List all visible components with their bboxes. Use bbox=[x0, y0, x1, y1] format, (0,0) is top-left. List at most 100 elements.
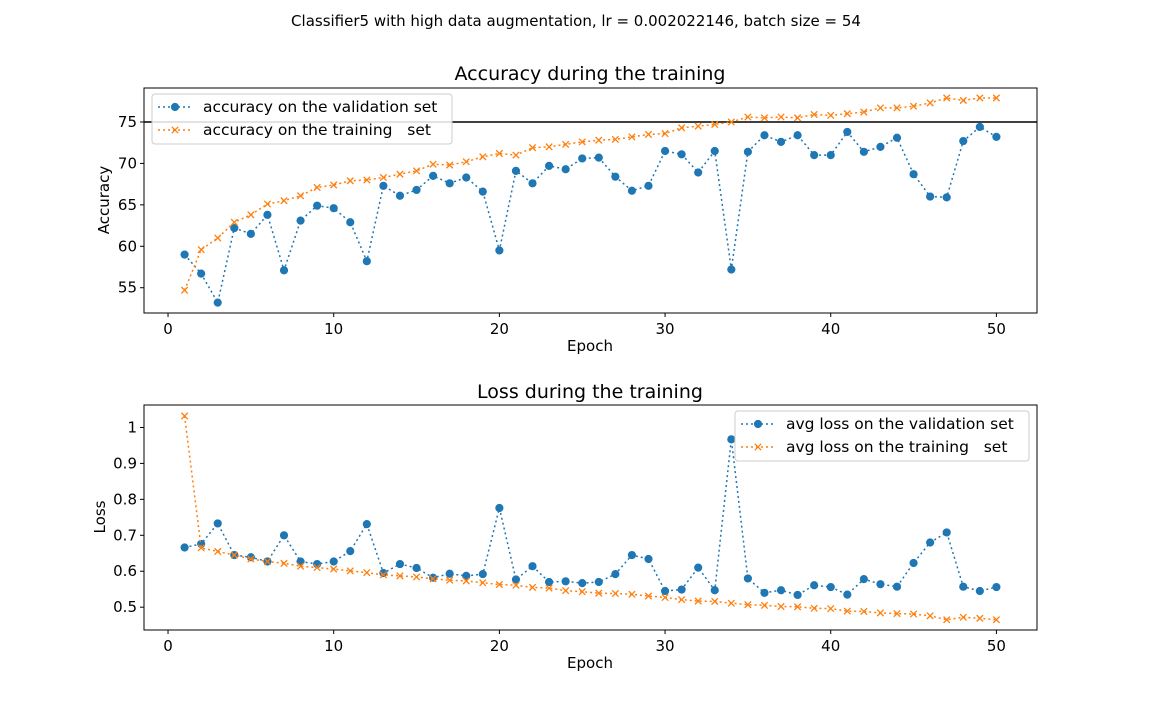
accuracy-legend-marker-validation bbox=[170, 102, 180, 112]
loss-training-point bbox=[429, 575, 437, 583]
loss-training-point bbox=[959, 613, 967, 621]
accuracy-training-point bbox=[197, 245, 205, 254]
accuracy-y-tick-label: 70 bbox=[118, 154, 137, 172]
accuracy-training-point bbox=[412, 167, 421, 175]
loss-training-point bbox=[396, 572, 404, 580]
loss-validation-point bbox=[296, 557, 305, 566]
loss-x-tick-label: 40 bbox=[821, 637, 840, 655]
accuracy-y-tick-label: 65 bbox=[118, 196, 137, 214]
loss-training-point bbox=[479, 579, 487, 587]
loss-training-point bbox=[512, 581, 520, 589]
loss-training-point bbox=[793, 603, 802, 611]
accuracy-validation-point bbox=[395, 191, 405, 200]
loss-validation-point bbox=[279, 531, 289, 540]
accuracy-validation-point bbox=[793, 131, 802, 140]
loss-validation-point bbox=[710, 586, 719, 595]
accuracy-training-point bbox=[346, 177, 354, 185]
accuracy-training-point bbox=[628, 133, 636, 141]
loss-y-tick-label: 0.5 bbox=[113, 598, 137, 616]
accuracy-training-point bbox=[876, 104, 885, 112]
loss-legend-marker-validation bbox=[753, 419, 763, 429]
loss-legend: avg loss on the validation set avg loss o… bbox=[734, 410, 1030, 462]
accuracy-validation-point bbox=[942, 193, 951, 202]
accuracy-chart: Accuracy during the training Epoch Accur… bbox=[95, 63, 1038, 355]
accuracy-legend-label-training: accuracy on the training set bbox=[203, 121, 431, 139]
accuracy-validation-point bbox=[710, 146, 719, 156]
accuracy-validation-point bbox=[859, 147, 868, 156]
loss-training-point bbox=[313, 563, 321, 572]
accuracy-training-point bbox=[330, 181, 338, 189]
accuracy-training-point bbox=[793, 114, 802, 122]
accuracy-training-point bbox=[512, 151, 520, 159]
loss-training-point bbox=[379, 571, 388, 579]
accuracy-training-point bbox=[379, 173, 388, 182]
accuracy-validation-point bbox=[826, 151, 835, 160]
accuracy-validation-point bbox=[992, 132, 1001, 141]
accuracy-validation-point bbox=[892, 133, 902, 142]
loss-validation-point bbox=[362, 520, 371, 529]
accuracy-training-point bbox=[263, 200, 272, 208]
loss-training-point bbox=[843, 607, 851, 615]
accuracy-training-point bbox=[677, 124, 686, 132]
loss-legend-box bbox=[734, 410, 1030, 462]
accuracy-series-training bbox=[180, 94, 1001, 294]
accuracy-training-point bbox=[528, 144, 537, 152]
accuracy-training-point bbox=[363, 176, 371, 184]
accuracy-series-validation bbox=[180, 122, 1001, 307]
accuracy-training-point bbox=[893, 104, 901, 112]
loss-validation-point bbox=[445, 569, 454, 578]
accuracy-series-training-line bbox=[183, 97, 997, 291]
loss-training-point bbox=[711, 597, 719, 606]
accuracy-training-point bbox=[595, 136, 603, 144]
loss-y-tick-label: 0.8 bbox=[113, 490, 137, 508]
accuracy-validation-point bbox=[926, 192, 935, 201]
loss-validation-point bbox=[627, 550, 637, 560]
loss-training-point bbox=[661, 593, 669, 602]
accuracy-training-point bbox=[661, 129, 669, 138]
accuracy-training-point bbox=[843, 110, 851, 118]
accuracy-training-point bbox=[694, 122, 702, 130]
loss-training-point bbox=[197, 544, 205, 552]
loss-training-point bbox=[595, 589, 603, 597]
loss-validation-point bbox=[793, 590, 802, 600]
accuracy-validation-point bbox=[660, 146, 670, 156]
loss-x-tick-label: 20 bbox=[490, 637, 509, 655]
loss-training-point bbox=[363, 569, 371, 577]
loss-series-training bbox=[180, 412, 1001, 624]
accuracy-x-tick-label: 40 bbox=[821, 320, 840, 338]
loss-validation-point bbox=[544, 577, 554, 587]
accuracy-x-tick-label: 0 bbox=[163, 320, 173, 338]
loss-validation-point bbox=[727, 435, 736, 444]
loss-validation-point bbox=[313, 559, 322, 569]
accuracy-y-tick-label: 55 bbox=[118, 279, 137, 297]
accuracy-validation-point bbox=[495, 246, 504, 255]
accuracy-legend-marker-training bbox=[171, 126, 179, 134]
accuracy-validation-point bbox=[213, 298, 222, 307]
loss-training-point bbox=[926, 612, 934, 620]
loss-training-point bbox=[247, 555, 255, 563]
loss-training-point bbox=[992, 616, 1001, 624]
loss-validation-point bbox=[677, 585, 686, 594]
accuracy-validation-point bbox=[644, 181, 653, 190]
loss-validation-point bbox=[395, 559, 405, 569]
loss-training-point bbox=[760, 601, 769, 610]
accuracy-training-point bbox=[744, 113, 752, 121]
loss-validation-point bbox=[942, 528, 951, 537]
accuracy-training-point bbox=[561, 140, 570, 149]
loss-legend-label-training: avg loss on the training set bbox=[786, 438, 1007, 456]
loss-validation-point bbox=[478, 570, 487, 579]
loss-training-point bbox=[280, 559, 288, 567]
accuracy-training-point bbox=[777, 113, 785, 121]
loss-validation-point bbox=[346, 547, 355, 556]
loss-training-point bbox=[578, 588, 586, 596]
accuracy-validation-point bbox=[727, 265, 736, 274]
accuracy-training-point bbox=[611, 135, 620, 144]
loss-y-tick-label: 0.9 bbox=[113, 454, 137, 472]
accuracy-training-point bbox=[992, 94, 1001, 102]
accuracy-validation-point bbox=[959, 136, 968, 146]
loss-validation-point bbox=[462, 571, 471, 581]
accuracy-validation-point bbox=[578, 154, 587, 163]
accuracy-validation-point bbox=[594, 153, 603, 162]
loss-training-point bbox=[860, 607, 868, 616]
accuracy-validation-point bbox=[379, 181, 388, 190]
